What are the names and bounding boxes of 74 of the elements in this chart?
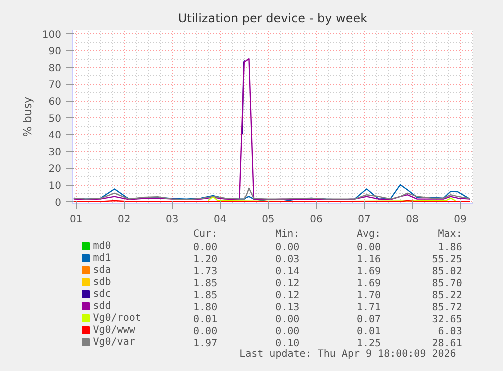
text: 0.00 (276, 314, 300, 326)
y-tick-label: 50 (48, 114, 62, 125)
text: 0.07 (356, 314, 382, 326)
x-tick-label: 05 (262, 214, 275, 226)
text: 1.20 (194, 254, 218, 266)
x-tick-label: 09 (454, 214, 467, 226)
text: 0.01 (356, 326, 382, 338)
text: 0.13 (276, 302, 300, 314)
y-tick-label: 90 (48, 46, 62, 58)
text: 1.71 (356, 302, 382, 314)
text: 1.73 (194, 266, 218, 278)
text: 0.14 (276, 266, 300, 278)
chart-title: Utilization per device - by week (178, 12, 368, 26)
text: 0.10 (276, 338, 300, 350)
y-tick-label: 10 (48, 181, 62, 192)
text: Cur: (194, 229, 218, 240)
text: 32.65 (432, 314, 462, 326)
text: 1.69 (356, 278, 382, 290)
text: 1.85 (194, 278, 218, 290)
y-tick-label: 70 (48, 80, 62, 92)
text: 0.00 (276, 326, 300, 338)
text: Last update: Thu Apr 9 18:00:09 2026 (240, 349, 456, 360)
text: 85.72 (432, 302, 462, 314)
legend-label: sdc (93, 289, 112, 300)
text: Avg: (356, 229, 382, 240)
line-series (73, 188, 471, 200)
text: 85.22 (432, 290, 462, 302)
text: 1.97 (194, 338, 218, 350)
text: 0.00 (356, 242, 382, 254)
x-tick-label: 01 (70, 214, 83, 226)
y-axis-title: % busy (21, 96, 34, 138)
text: Max: (438, 229, 462, 240)
x-tick-label: 07 (358, 214, 371, 226)
legend-label: md1 (93, 253, 112, 264)
y-tick-label: 0 (55, 198, 62, 209)
text: 0.03 (276, 254, 300, 266)
line-series (73, 58, 471, 200)
x-tick-label: 03 (166, 214, 179, 226)
legend-label: Vg0/var (93, 337, 136, 348)
x-tick-label: 06 (310, 214, 323, 226)
text: 85.70 (432, 278, 462, 290)
text: 6.03 (438, 326, 462, 338)
text: 85.02 (432, 266, 462, 278)
y-tick-label: 60 (48, 97, 62, 108)
text: 1.25 (356, 338, 382, 350)
text: 1.16 (356, 254, 382, 266)
text: 0.00 (276, 242, 300, 254)
legend-label: md0 (93, 241, 112, 252)
text: 1.85 (194, 290, 218, 302)
x-tick-label: 08 (406, 214, 419, 226)
text: 1.70 (356, 290, 382, 302)
text: 1.80 (194, 302, 218, 314)
y-tick-label: 30 (48, 147, 62, 158)
y-tick-label: 20 (48, 164, 62, 176)
legend-label: Vg0/www (93, 325, 136, 336)
text: Min: (276, 229, 300, 240)
y-tick-label: 100 (42, 30, 62, 41)
text: 1.69 (356, 266, 382, 278)
y-tick-label: 80 (48, 63, 62, 74)
text: 0.00 (194, 242, 218, 254)
text: 55.25 (432, 254, 462, 266)
legend-label: sda (93, 265, 112, 276)
x-tick-label: 02 (118, 214, 131, 226)
text: 0.12 (276, 290, 300, 302)
text: 0.01 (194, 314, 218, 326)
text: 28.61 (432, 338, 462, 350)
legend-label: sdd (93, 301, 112, 312)
y-tick-label: 40 (48, 130, 62, 142)
text: 0.12 (276, 278, 300, 290)
text: 1.86 (438, 242, 462, 254)
x-tick-label: 04 (214, 214, 227, 226)
legend-label: Vg0/root (93, 313, 142, 324)
legend-label: sdb (93, 277, 112, 288)
text: 0.00 (194, 326, 218, 338)
